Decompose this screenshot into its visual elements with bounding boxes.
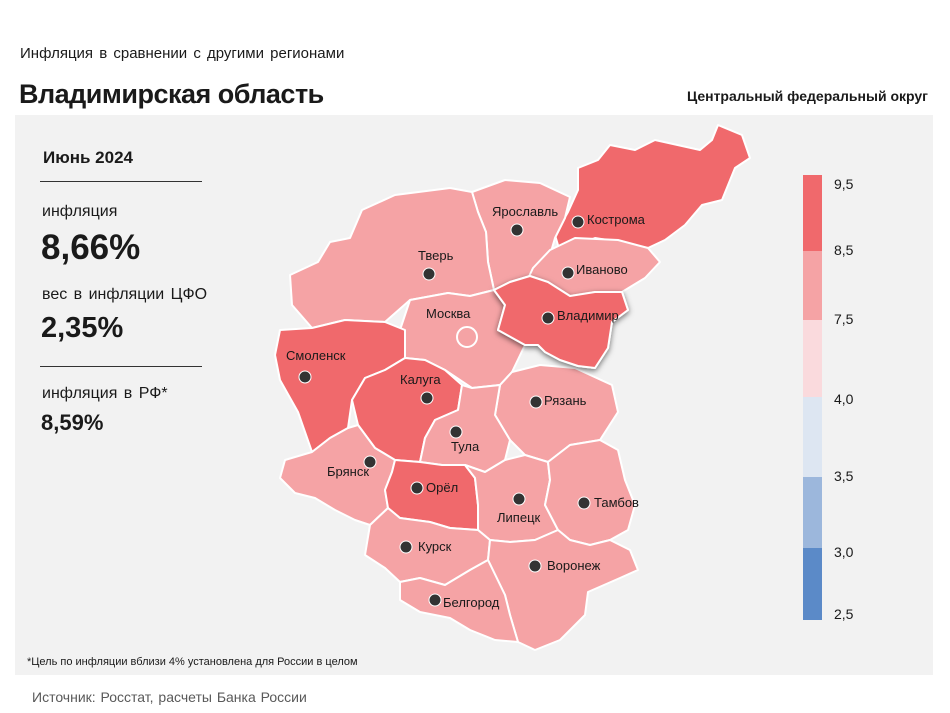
city-label-kostroma: Кострома bbox=[587, 212, 646, 227]
legend-tick: 7,5 bbox=[834, 311, 854, 327]
capital-marker-moscow[interactable] bbox=[456, 326, 478, 348]
city-label-ivanovo: Иваново bbox=[576, 262, 628, 277]
legend-band-high bbox=[803, 175, 822, 251]
weight-label: вес в инфляции ЦФО bbox=[42, 286, 208, 303]
legend-tick: 4,0 bbox=[834, 391, 854, 407]
city-dot-lipetsk[interactable] bbox=[512, 492, 526, 506]
city-dot-yaroslavl[interactable] bbox=[510, 223, 524, 237]
city-label-kaluga: Калуга bbox=[400, 372, 441, 387]
city-label-belgorod: Белгород bbox=[443, 595, 500, 610]
city-dot-kaluga[interactable] bbox=[420, 391, 434, 405]
city-dot-kursk[interactable] bbox=[399, 540, 413, 554]
city-dot-kostroma[interactable] bbox=[571, 215, 585, 229]
legend-band-low-mid bbox=[803, 320, 822, 397]
city-label-moscow: Москва bbox=[426, 306, 471, 321]
city-dot-vladimir[interactable] bbox=[541, 311, 555, 325]
city-dot-tambov[interactable] bbox=[577, 496, 591, 510]
city-dot-ivanovo[interactable] bbox=[561, 266, 575, 280]
city-dot-belgorod[interactable] bbox=[428, 593, 442, 607]
city-dot-tver[interactable] bbox=[422, 267, 436, 281]
divider-bottom bbox=[40, 366, 202, 367]
legend-band-neutral bbox=[803, 397, 822, 477]
inflation-label: инфляция bbox=[42, 203, 118, 220]
legend-tick: 3,5 bbox=[834, 468, 854, 484]
legend-tick: 8,5 bbox=[834, 242, 854, 258]
city-dot-oryol[interactable] bbox=[410, 481, 424, 495]
page-title: Владимирская область bbox=[19, 79, 324, 109]
legend-band-mid bbox=[803, 251, 822, 320]
region-tambov[interactable] bbox=[544, 439, 636, 546]
city-dot-smolensk[interactable] bbox=[298, 370, 312, 384]
city-dot-ryazan[interactable] bbox=[529, 395, 543, 409]
city-label-tambov: Тамбов bbox=[594, 495, 639, 510]
city-label-tula: Тула bbox=[451, 439, 480, 454]
weight-value: 2,35% bbox=[41, 312, 124, 344]
city-label-ryazan: Рязань bbox=[544, 393, 587, 408]
city-label-smolensk: Смоленск bbox=[286, 348, 346, 363]
city-dot-bryansk[interactable] bbox=[363, 455, 377, 469]
city-label-bryansk: Брянск bbox=[327, 464, 369, 479]
region-kostroma[interactable] bbox=[554, 124, 751, 253]
city-label-voronezh: Воронеж bbox=[547, 558, 601, 573]
legend-band-blue bbox=[803, 548, 822, 620]
source-note: Источник: Росстат, расчеты Банка России bbox=[32, 689, 307, 705]
city-label-oryol: Орёл bbox=[426, 480, 458, 495]
russia-inflation-label: инфляция в РФ* bbox=[42, 385, 168, 402]
page-subtitle: Инфляция в сравнении с другими регионами bbox=[20, 45, 345, 62]
city-label-lipetsk: Липецк bbox=[497, 510, 541, 525]
district-label: Центральный федеральный округ bbox=[686, 88, 928, 104]
legend-scale bbox=[803, 175, 822, 620]
city-dot-voronezh[interactable] bbox=[528, 559, 542, 573]
city-label-tver: Тверь bbox=[418, 248, 454, 263]
legend-tick: 2,5 bbox=[834, 606, 854, 622]
city-label-yaroslavl: Ярославль bbox=[492, 204, 558, 219]
russia-inflation-value: 8,59% bbox=[41, 410, 104, 435]
region-vladimir[interactable] bbox=[493, 275, 629, 369]
legend-band-light-blue bbox=[803, 477, 822, 548]
footnote: *Цель по инфляции вблизи 4% установлена … bbox=[27, 656, 358, 668]
divider-top bbox=[40, 181, 202, 182]
city-label-kursk: Курск bbox=[418, 539, 452, 554]
city-label-vladimir: Владимир bbox=[557, 308, 619, 323]
city-dot-tula[interactable] bbox=[449, 425, 463, 439]
legend-tick: 9,5 bbox=[834, 176, 854, 192]
inflation-value: 8,66% bbox=[41, 228, 141, 267]
region-belgorod[interactable] bbox=[399, 559, 519, 643]
month-label: Июнь 2024 bbox=[43, 148, 133, 167]
legend-tick: 3,0 bbox=[834, 544, 854, 560]
